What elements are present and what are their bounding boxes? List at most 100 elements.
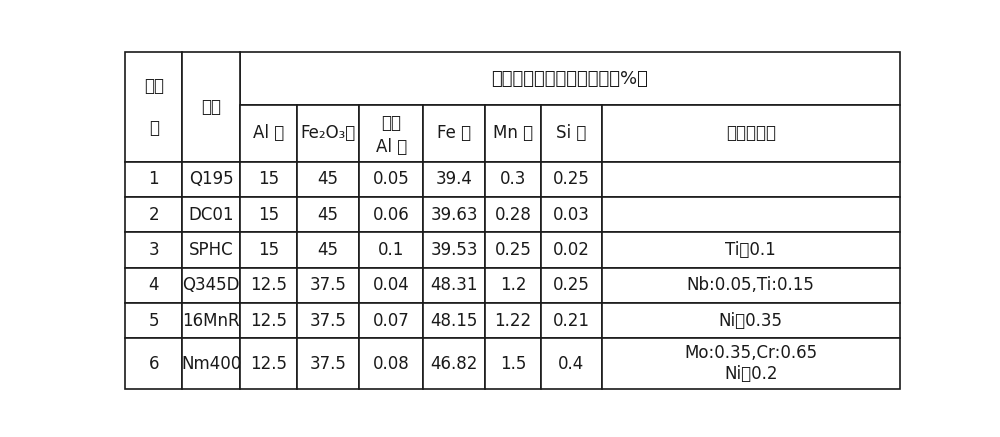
Bar [541, 303, 602, 338]
Bar [602, 338, 900, 389]
Text: 0.4: 0.4 [558, 355, 585, 373]
Bar [297, 303, 359, 338]
Bar [240, 162, 297, 197]
Text: 45: 45 [318, 206, 339, 224]
Bar [359, 232, 423, 268]
Bar [359, 268, 423, 303]
Text: 4: 4 [148, 277, 159, 295]
Bar [602, 303, 900, 338]
Bar [240, 197, 297, 232]
Bar [485, 338, 541, 389]
Text: 48.31: 48.31 [430, 277, 478, 295]
Text: Si 粉: Si 粉 [556, 124, 587, 142]
Bar [359, 162, 423, 197]
Bar [485, 268, 541, 303]
Text: 1.5: 1.5 [500, 355, 526, 373]
Text: 45: 45 [318, 170, 339, 188]
Text: Al 粉: Al 粉 [376, 138, 407, 156]
Text: Nm400: Nm400 [181, 355, 241, 373]
Text: 39.63: 39.63 [430, 206, 478, 224]
Bar [182, 52, 240, 162]
Text: 实施

例: 实施 例 [144, 77, 164, 137]
Bar [297, 104, 359, 162]
Bar [485, 197, 541, 232]
Bar [240, 268, 297, 303]
Text: 12.5: 12.5 [250, 312, 287, 330]
Bar [240, 104, 297, 162]
Bar [423, 197, 485, 232]
Bar [297, 338, 359, 389]
Text: 0.28: 0.28 [494, 206, 531, 224]
Bar [359, 303, 423, 338]
Bar [485, 162, 541, 197]
Bar [182, 232, 240, 268]
Bar [297, 197, 359, 232]
Bar [125, 197, 182, 232]
Bar [602, 197, 900, 232]
Bar [485, 104, 541, 162]
Bar [423, 162, 485, 197]
Text: 1.22: 1.22 [494, 312, 531, 330]
Bar [423, 104, 485, 162]
Bar [182, 197, 240, 232]
Text: 0.06: 0.06 [373, 206, 410, 224]
Text: Q345D: Q345D [182, 277, 240, 295]
Bar [423, 338, 485, 389]
Text: 0.02: 0.02 [553, 241, 590, 259]
Text: 15: 15 [258, 206, 279, 224]
Bar [541, 232, 602, 268]
Bar [182, 303, 240, 338]
Bar [602, 104, 900, 162]
Text: 0.04: 0.04 [373, 277, 410, 295]
Bar [423, 303, 485, 338]
Bar [240, 303, 297, 338]
Text: 0.05: 0.05 [373, 170, 410, 188]
Text: DC01: DC01 [188, 206, 234, 224]
Bar [541, 338, 602, 389]
Bar [541, 104, 602, 162]
Text: 15: 15 [258, 241, 279, 259]
Bar [423, 268, 485, 303]
Text: Ni：0.35: Ni：0.35 [719, 312, 783, 330]
Text: 15: 15 [258, 170, 279, 188]
Text: 0.3: 0.3 [500, 170, 526, 188]
Bar [240, 232, 297, 268]
Bar [182, 338, 240, 389]
Text: 0.07: 0.07 [373, 312, 410, 330]
Bar [240, 52, 900, 104]
Text: 2: 2 [148, 206, 159, 224]
Text: 其他金属粉: 其他金属粉 [726, 124, 776, 142]
Bar [485, 303, 541, 338]
Text: Mn 粉: Mn 粉 [493, 124, 533, 142]
Text: 3: 3 [148, 241, 159, 259]
Bar [541, 197, 602, 232]
Text: 12.5: 12.5 [250, 277, 287, 295]
Bar [541, 268, 602, 303]
Text: 0.25: 0.25 [553, 277, 590, 295]
Text: 铝热剂组分（按物质的量，%）: 铝热剂组分（按物质的量，%） [491, 69, 648, 87]
Text: 46.82: 46.82 [430, 355, 478, 373]
Text: 1: 1 [148, 170, 159, 188]
Text: 16MnR: 16MnR [182, 312, 240, 330]
Text: 钢种: 钢种 [201, 98, 221, 116]
Text: 37.5: 37.5 [310, 355, 346, 373]
Bar [485, 232, 541, 268]
Bar [359, 338, 423, 389]
Bar [125, 232, 182, 268]
Bar [602, 162, 900, 197]
Bar [182, 162, 240, 197]
Text: 48.15: 48.15 [430, 312, 478, 330]
Bar [125, 268, 182, 303]
Text: 0.08: 0.08 [373, 355, 410, 373]
Bar [297, 232, 359, 268]
Text: 6: 6 [148, 355, 159, 373]
Bar [359, 104, 423, 162]
Text: 5: 5 [148, 312, 159, 330]
Bar [125, 162, 182, 197]
Bar [602, 232, 900, 268]
Bar [125, 338, 182, 389]
Text: 过量: 过量 [381, 114, 401, 132]
Bar [125, 303, 182, 338]
Text: 45: 45 [318, 241, 339, 259]
Text: 39.4: 39.4 [436, 170, 472, 188]
